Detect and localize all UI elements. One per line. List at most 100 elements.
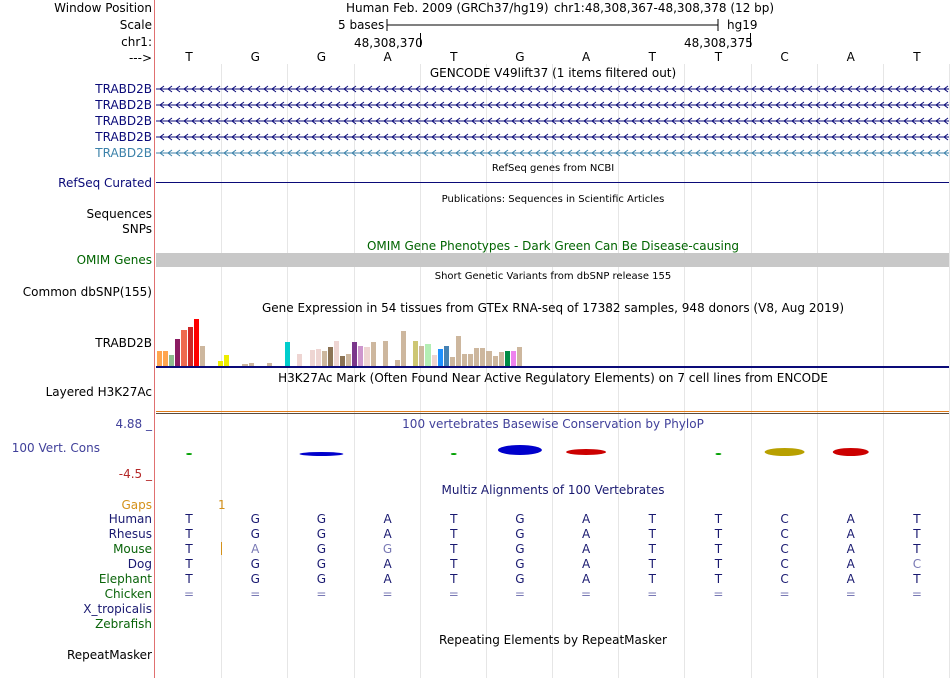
species-label[interactable]: Rhesus <box>108 527 152 541</box>
gtex-tissue-bar[interactable] <box>468 353 474 366</box>
gtex-tissue-bar[interactable] <box>364 347 370 366</box>
gtex-tissue-bar[interactable] <box>181 330 187 366</box>
species-label[interactable]: Dog <box>127 557 152 571</box>
gtex-tissue-bar[interactable] <box>248 363 254 366</box>
gtex-tissue-bar[interactable] <box>175 338 181 366</box>
gtex-tissue-bar[interactable] <box>346 353 352 366</box>
species-label[interactable]: Human <box>108 512 152 526</box>
dbsnp-track-title[interactable]: Short Genetic Variants from dbSNP releas… <box>434 271 672 282</box>
gtex-tissue-bar[interactable] <box>419 346 425 366</box>
snps-label[interactable]: SNPs <box>122 222 152 236</box>
gtex-tissue-bar[interactable] <box>486 351 492 366</box>
species-label[interactable]: Chicken <box>104 587 152 601</box>
gaps-label[interactable]: Gaps <box>121 498 152 512</box>
omim-label[interactable]: OMIM Genes <box>76 253 152 267</box>
gencode-item-label[interactable]: TRABD2B <box>95 130 152 144</box>
gtex-tissue-bar[interactable] <box>309 349 315 366</box>
gtex-tissue-bar[interactable] <box>394 360 401 366</box>
dbsnp-label[interactable]: Common dbSNP(155) <box>22 285 152 299</box>
h3k27ac-signal-line[interactable] <box>156 411 949 412</box>
gencode-item-label[interactable]: TRABD2B <box>95 82 152 96</box>
gtex-tissue-bar[interactable] <box>297 353 303 366</box>
gtex-gene-line[interactable] <box>156 366 949 368</box>
aligned-base: T <box>714 527 723 541</box>
gtex-tissue-bar[interactable] <box>285 342 291 366</box>
gtex-tissue-bar[interactable] <box>218 361 224 366</box>
species-label[interactable]: Zebrafish <box>95 617 152 631</box>
gtex-tissue-bar[interactable] <box>413 341 419 366</box>
gtex-tissue-bar[interactable] <box>187 327 193 366</box>
gtex-tissue-bar[interactable] <box>437 348 443 366</box>
gtex-tissue-bar[interactable] <box>358 346 364 366</box>
gtex-tissue-bar[interactable] <box>315 348 321 366</box>
gtex-tissue-bar[interactable] <box>327 347 333 366</box>
gtex-label[interactable]: TRABD2B <box>95 336 152 350</box>
gtex-tissue-bar[interactable] <box>443 346 449 366</box>
gtex-tissue-bar[interactable] <box>169 355 175 366</box>
sequences-label[interactable]: Sequences <box>86 207 152 221</box>
gtex-tissue-bar[interactable] <box>425 343 431 366</box>
gtex-tissue-bar[interactable] <box>455 336 462 366</box>
gencode-item-label[interactable]: TRABD2B <box>95 98 152 112</box>
gtex-tissue-bar[interactable] <box>370 342 376 366</box>
gtex-tissue-bar[interactable] <box>242 364 248 366</box>
gtex-tissue-bar[interactable] <box>224 355 230 366</box>
gtex-tissue-bar[interactable] <box>480 348 486 366</box>
gtex-tissue-bar[interactable] <box>492 356 498 366</box>
species-label[interactable]: Elephant <box>98 572 152 586</box>
gtex-tissue-bar[interactable] <box>193 318 199 366</box>
gtex-tissue-bar[interactable] <box>449 357 455 366</box>
gtex-tissue-bar[interactable] <box>474 348 480 366</box>
gencode-gene-model[interactable] <box>156 83 949 95</box>
aligned-base: T <box>648 557 656 571</box>
gencode-item-label[interactable]: TRABD2B <box>95 114 152 128</box>
gtex-tissue-bar[interactable] <box>333 341 340 366</box>
refseq-track-title[interactable]: RefSeq genes from NCBI <box>491 163 615 174</box>
species-label[interactable]: X_tropicalis <box>83 602 152 616</box>
repeatmasker-track-title[interactable]: Repeating Elements by RepeatMasker <box>439 633 667 647</box>
gtex-tissue-bar[interactable] <box>516 347 523 366</box>
chr-label: chr1: <box>121 35 152 49</box>
omim-gene-bar[interactable] <box>156 253 949 267</box>
phylop-sequence-logo[interactable] <box>156 440 949 462</box>
gtex-tissue-bar[interactable] <box>382 341 388 366</box>
gtex-tissue-bar[interactable] <box>504 351 510 366</box>
gtex-tissue-bar[interactable] <box>340 356 346 366</box>
gtex-tissue-bar[interactable] <box>163 351 169 366</box>
gtex-tissue-bar[interactable] <box>321 351 327 366</box>
aligned-base: = <box>448 587 459 601</box>
gencode-item-label[interactable]: TRABD2B <box>95 146 152 160</box>
gtex-tissue-bar[interactable] <box>266 363 272 366</box>
h3k27ac-label[interactable]: Layered H3K27Ac <box>45 385 152 399</box>
gtex-tissue-bar[interactable] <box>498 352 504 366</box>
phylop-label[interactable]: 100 Vert. Cons <box>11 441 100 455</box>
gencode-gene-model[interactable] <box>156 99 949 111</box>
omim-track-title[interactable]: OMIM Gene Phenotypes - Dark Green Can Be… <box>366 239 740 253</box>
gencode-track-title[interactable]: GENCODE V49lift37 (1 items filtered out) <box>429 66 677 80</box>
aligned-base: = <box>581 587 592 601</box>
gencode-gene-model[interactable] <box>156 147 949 159</box>
refseq-gene-line[interactable] <box>156 182 949 183</box>
gtex-tissue-bar[interactable] <box>510 351 516 366</box>
publications-track-title[interactable]: Publications: Sequences in Scientific Ar… <box>441 194 665 205</box>
species-label[interactable]: Mouse <box>113 542 152 556</box>
aligned-base: A <box>581 512 591 526</box>
gtex-track-title[interactable]: Gene Expression in 54 tissues from GTEx … <box>261 301 845 315</box>
multiz-track-title[interactable]: Multiz Alignments of 100 Vertebrates <box>441 483 665 497</box>
repeatmasker-label[interactable]: RepeatMasker <box>66 648 152 662</box>
gene-strand-line <box>156 133 949 141</box>
gtex-tissue-bar[interactable] <box>157 351 163 366</box>
gtex-bar-chart[interactable] <box>156 316 536 366</box>
gencode-gene-model[interactable] <box>156 131 949 143</box>
gtex-tissue-bar[interactable] <box>462 353 468 366</box>
gtex-tissue-bar[interactable] <box>199 346 205 366</box>
refseq-label[interactable]: RefSeq Curated <box>58 176 152 190</box>
aligned-base: = <box>184 587 195 601</box>
gtex-tissue-bar[interactable] <box>352 342 358 366</box>
gencode-gene-model[interactable] <box>156 115 949 127</box>
h3k27ac-track-title[interactable]: H3K27Ac Mark (Often Found Near Active Re… <box>278 371 828 385</box>
gtex-tissue-bar[interactable] <box>401 331 407 366</box>
phylop-track-title[interactable]: 100 vertebrates Basewise Conservation by… <box>402 417 704 431</box>
gtex-tissue-bar[interactable] <box>431 355 437 366</box>
